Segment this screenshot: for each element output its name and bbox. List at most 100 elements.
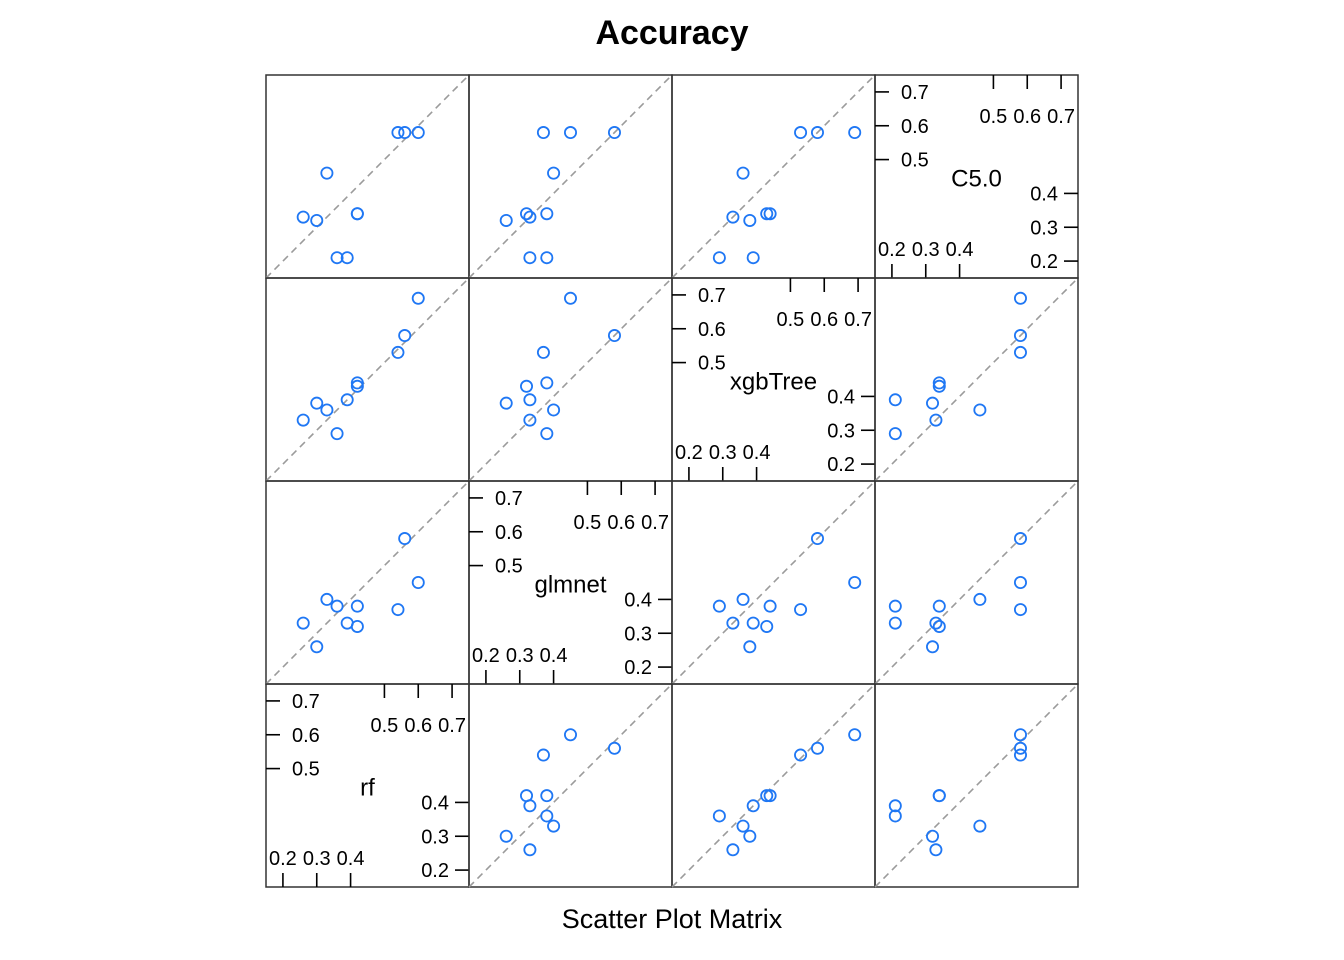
data-point	[712, 599, 726, 613]
data-point	[726, 843, 740, 857]
data-point	[330, 599, 344, 613]
panel-rf-vs-glmnet	[265, 480, 470, 685]
data-point	[607, 329, 621, 343]
tick-label-rf: 0.5	[371, 715, 399, 737]
tick-label-xgbTree: 0.4	[827, 386, 855, 408]
tick-label-rf: 0.4	[337, 848, 365, 870]
panel-rf-vs-rf: rf0.2 0.3 0.40.5 0.6 0.70.50.60.70.20.30.4	[265, 683, 470, 888]
tick-label-rf: 0.6	[292, 725, 320, 747]
panel-C5.0-vs-C5.0: C5.00.2 0.3 0.40.5 0.6 0.70.50.60.70.20.30.4	[874, 74, 1079, 279]
data-point	[320, 166, 334, 180]
data-point	[973, 403, 987, 417]
data-point	[340, 251, 354, 265]
data-point	[1013, 532, 1027, 546]
reference-line	[874, 480, 1079, 685]
data-point	[547, 819, 561, 833]
data-point	[523, 799, 537, 813]
reference-line	[265, 74, 470, 279]
panel-glmnet-vs-xgbTree	[468, 277, 673, 482]
data-point	[340, 616, 354, 630]
tick-label-C5.0: 0.2	[878, 239, 906, 261]
panel-C5.0-vs-glmnet	[874, 480, 1079, 685]
tick-label-xgbTree: 0.5	[777, 309, 805, 331]
data-point	[1013, 291, 1027, 305]
data-point	[520, 207, 534, 221]
data-point	[973, 592, 987, 606]
reference-line	[265, 277, 470, 482]
data-point	[1013, 603, 1027, 617]
data-point	[929, 616, 943, 630]
data-point	[564, 728, 578, 742]
data-point	[564, 126, 578, 140]
tick-label-rf: 0.4	[421, 792, 449, 814]
data-point	[499, 396, 513, 410]
reference-line	[265, 480, 470, 685]
data-point	[760, 789, 774, 803]
data-point	[888, 427, 902, 441]
data-point	[848, 126, 862, 140]
data-point	[411, 576, 425, 590]
tick-label-glmnet: 0.7	[495, 488, 523, 510]
panel-grid: C5.00.2 0.3 0.40.5 0.6 0.70.50.60.70.20.30.4…	[265, 74, 1079, 888]
data-point	[888, 616, 902, 630]
data-point	[1013, 748, 1027, 762]
data-point	[310, 213, 324, 227]
data-point	[932, 376, 946, 390]
data-point	[794, 126, 808, 140]
data-point	[350, 599, 364, 613]
data-point	[712, 251, 726, 265]
data-point	[523, 393, 537, 407]
data-point	[726, 210, 740, 224]
data-point	[743, 213, 757, 227]
panel-C5.0-vs-xgbTree	[874, 277, 1079, 482]
panel-glmnet-vs-C5.0	[468, 74, 673, 279]
data-point	[1013, 329, 1027, 343]
data-point	[888, 809, 902, 823]
data-point	[763, 789, 777, 803]
data-point	[848, 576, 862, 590]
tick-label-glmnet: 0.4	[624, 589, 652, 611]
data-point	[520, 379, 534, 393]
data-point	[391, 603, 405, 617]
data-point	[540, 207, 554, 221]
tick-label-glmnet: 0.2	[624, 657, 652, 679]
reference-line	[874, 683, 1079, 888]
data-point	[888, 599, 902, 613]
data-point	[736, 592, 750, 606]
chart-title: Accuracy	[595, 14, 748, 52]
data-point	[736, 819, 750, 833]
reference-line	[874, 277, 1079, 482]
data-point	[929, 413, 943, 427]
tick-label-xgbTree: 0.5	[698, 353, 726, 375]
data-point	[763, 599, 777, 613]
data-point	[398, 126, 412, 140]
data-point	[743, 829, 757, 843]
data-point	[310, 640, 324, 654]
tick-label-glmnet: 0.6	[495, 522, 523, 544]
data-point	[350, 379, 364, 393]
data-point	[536, 748, 550, 762]
data-point	[736, 166, 750, 180]
tick-label-rf: 0.5	[292, 759, 320, 781]
data-point	[320, 592, 334, 606]
data-point	[932, 599, 946, 613]
data-point	[932, 379, 946, 393]
tick-label-glmnet: 0.2	[472, 645, 500, 667]
data-point	[1013, 576, 1027, 590]
tick-label-xgbTree: 0.2	[827, 454, 855, 476]
data-point	[932, 789, 946, 803]
tick-label-xgbTree: 0.6	[698, 319, 726, 341]
data-point	[1013, 728, 1027, 742]
data-point	[1013, 345, 1027, 359]
data-point	[411, 126, 425, 140]
panel-xgbTree-vs-glmnet	[671, 480, 876, 685]
tick-label-xgbTree: 0.3	[827, 420, 855, 442]
data-point	[540, 251, 554, 265]
data-point	[523, 251, 537, 265]
data-point	[540, 427, 554, 441]
tick-label-xgbTree: 0.2	[675, 442, 703, 464]
data-point	[926, 829, 940, 843]
data-point	[330, 427, 344, 441]
tick-label-rf: 0.3	[421, 826, 449, 848]
